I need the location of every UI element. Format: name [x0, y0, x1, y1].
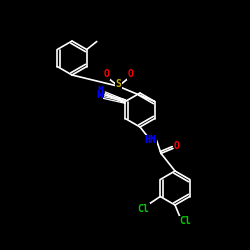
Text: O: O [128, 69, 133, 79]
Text: N: N [97, 86, 103, 97]
Text: O: O [104, 69, 109, 79]
Text: N: N [96, 90, 103, 101]
Text: S: S [116, 79, 121, 89]
Text: HN: HN [144, 135, 156, 145]
Text: Cl: Cl [138, 204, 149, 214]
Text: O: O [174, 142, 180, 152]
Text: Cl: Cl [179, 216, 191, 226]
